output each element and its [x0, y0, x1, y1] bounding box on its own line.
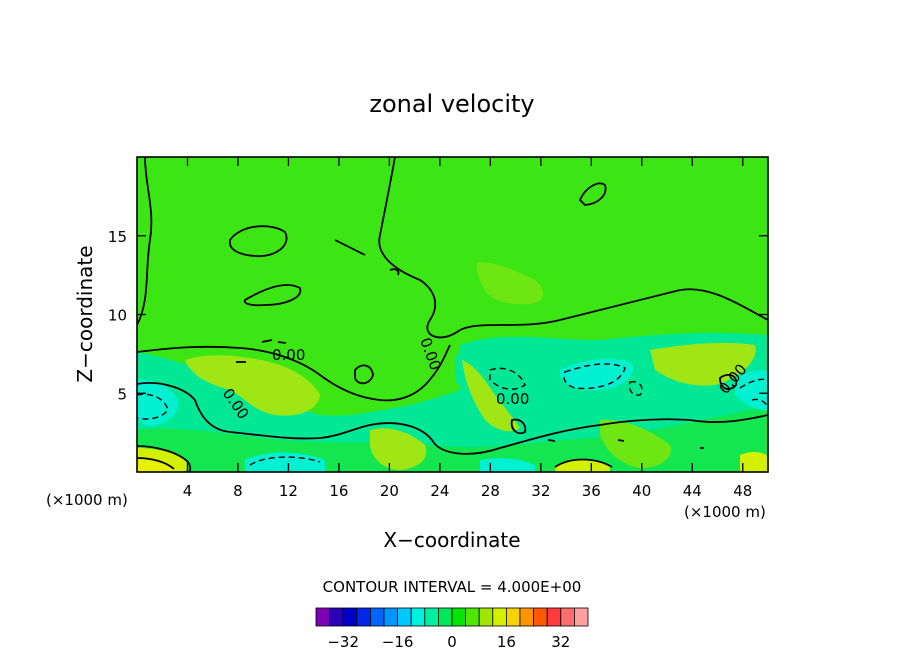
y-axis-label: Z−coordinate — [73, 245, 97, 382]
contour-label: 0.00 — [496, 390, 529, 408]
x-unit-right: (×1000 m) — [684, 503, 766, 521]
colorbar-swatch — [465, 607, 480, 627]
positive-contour-bottom-center — [554, 458, 613, 468]
colorbar: −32 −16 0 16 32 — [315, 607, 589, 651]
zero-contour-blob-6 — [719, 374, 738, 390]
slight-positive-bottom-right — [600, 419, 671, 468]
y-axis: 5 10 15 — [108, 228, 768, 403]
strong-positive-bottom-center — [555, 460, 610, 472]
y-tick-label: 15 — [108, 228, 127, 246]
strong-negative-bottom-2 — [480, 457, 535, 472]
colorbar-swatch — [356, 607, 371, 627]
negative-contour-left — [137, 393, 169, 420]
zero-contour-blob-4 — [510, 418, 527, 435]
colorbar-tick-label: 0 — [447, 633, 457, 651]
strong-negative-right-center — [560, 358, 634, 391]
zero-contour-blob-5 — [354, 364, 374, 385]
colorbar-swatch — [329, 607, 344, 627]
colorbar-swatch — [437, 607, 453, 627]
y-tick-label: 5 — [117, 385, 127, 403]
x-tick-label: 36 — [582, 482, 601, 500]
zero-contour-blob-7 — [334, 239, 400, 276]
positive-region-bottom — [370, 428, 427, 470]
colorbar-swatch — [478, 607, 494, 627]
plot-area: 0.00 0.00 0.00 0.00 0.00 — [136, 156, 769, 473]
contour-ticks — [236, 339, 704, 449]
negative-contour-center — [489, 367, 526, 390]
strong-negative-left — [137, 379, 179, 426]
x-tick-label: 44 — [683, 482, 702, 500]
zero-contour-main — [137, 157, 768, 339]
colorbar-tick-label: 32 — [551, 633, 570, 651]
colorbar-tick-label: −32 — [327, 633, 359, 651]
x-tick-label: 48 — [733, 482, 752, 500]
colorbar-swatch — [546, 607, 562, 627]
contour-interval-label: CONTOUR INTERVAL = 4.000E+00 — [323, 578, 582, 596]
colorbar-tick-label: 16 — [497, 633, 516, 651]
contour-lines — [137, 157, 768, 472]
colorbar-swatch — [315, 607, 331, 627]
zero-contour-blob-2 — [578, 182, 607, 206]
colorbar-swatch — [342, 607, 358, 627]
x-tick-label: 4 — [183, 482, 193, 500]
x-tick-label: 24 — [430, 482, 449, 500]
x-tick-label: 16 — [329, 482, 348, 500]
x-tick-label: 20 — [380, 482, 399, 500]
colorbar-swatch — [410, 607, 426, 627]
chart-title: zonal velocity — [369, 90, 534, 118]
colorbar-swatch — [383, 607, 399, 627]
colorbar-swatch — [369, 607, 385, 627]
positive-tongue-left — [185, 355, 320, 416]
negative-contour-bottom — [249, 456, 321, 466]
x-unit-left: (×1000 m) — [46, 491, 128, 509]
x-axis-label: X−coordinate — [383, 528, 520, 552]
negative-contour-far-right — [739, 378, 768, 409]
x-tick-label: 12 — [279, 482, 298, 500]
colorbar-swatch — [519, 607, 535, 627]
colorbar-swatch — [533, 607, 548, 627]
slight-positive-upper-right — [476, 262, 544, 305]
max-positive-bottom-left — [137, 460, 172, 472]
x-tick-label: 40 — [632, 482, 651, 500]
colorbar-swatch — [397, 607, 412, 627]
strong-positive-bottom-right — [740, 452, 768, 472]
colorbar-tick-label: −16 — [382, 633, 414, 651]
x-tick-label: 32 — [531, 482, 550, 500]
colorbar-swatch — [560, 607, 575, 627]
positive-tongue-center-right — [462, 360, 520, 432]
x-tick-label: 28 — [481, 482, 500, 500]
zero-contour-blob-1 — [228, 225, 288, 257]
colorbar-swatch — [492, 607, 507, 627]
strong-negative-bottom — [245, 452, 325, 472]
negative-contour-right — [563, 363, 643, 396]
y-tick-label: 10 — [108, 307, 127, 325]
colorbar-swatch — [505, 607, 521, 627]
zero-contour-blob-3 — [243, 284, 302, 307]
colorbar-swatch — [451, 607, 467, 627]
positive-contour-bottom-left — [137, 445, 192, 472]
contour-label: 0.00 — [272, 346, 305, 364]
x-tick-label: 8 — [233, 482, 243, 500]
x-axis: 4 8 12 16 20 24 28 32 36 40 44 48 — [183, 157, 752, 500]
colorbar-swatch — [574, 607, 589, 627]
zero-contour-layer — [137, 344, 768, 455]
colorbar-swatch — [424, 607, 439, 627]
